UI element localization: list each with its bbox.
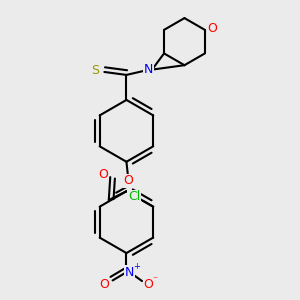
Text: +: + — [133, 262, 140, 272]
Text: N: N — [144, 63, 153, 76]
Text: ⁻: ⁻ — [153, 275, 158, 285]
Text: N: N — [125, 266, 134, 279]
Text: S: S — [91, 64, 99, 77]
Text: O: O — [144, 278, 154, 291]
Text: O: O — [123, 174, 133, 188]
Text: O: O — [98, 168, 108, 181]
Text: O: O — [207, 22, 217, 35]
Text: O: O — [99, 278, 109, 291]
Text: Cl: Cl — [128, 190, 140, 203]
